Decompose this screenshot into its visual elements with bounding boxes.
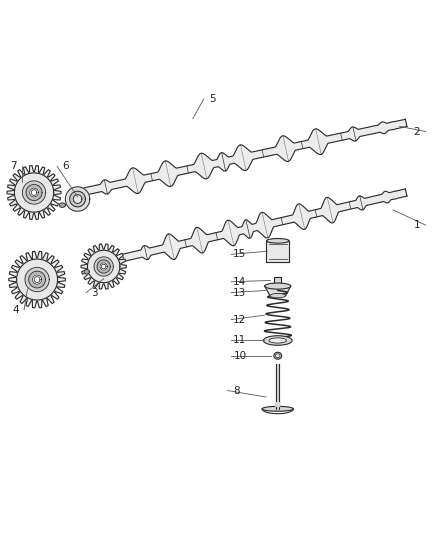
- Polygon shape: [88, 251, 120, 282]
- Polygon shape: [34, 277, 40, 282]
- Polygon shape: [7, 166, 61, 220]
- Polygon shape: [79, 119, 407, 196]
- Polygon shape: [29, 271, 46, 288]
- Text: 10: 10: [233, 351, 247, 361]
- Polygon shape: [81, 244, 126, 289]
- Text: 4: 4: [12, 305, 19, 315]
- Polygon shape: [274, 277, 281, 284]
- Ellipse shape: [270, 294, 286, 298]
- Ellipse shape: [263, 336, 292, 345]
- Polygon shape: [14, 173, 53, 212]
- Polygon shape: [276, 365, 279, 409]
- Polygon shape: [25, 268, 49, 292]
- Text: 8: 8: [233, 385, 240, 395]
- Text: 11: 11: [233, 335, 247, 345]
- Text: 5: 5: [209, 94, 216, 104]
- Ellipse shape: [274, 352, 282, 359]
- Text: 15: 15: [233, 249, 247, 260]
- Text: 6: 6: [63, 161, 69, 172]
- Ellipse shape: [265, 283, 291, 289]
- Polygon shape: [17, 259, 57, 300]
- Polygon shape: [73, 195, 82, 204]
- Text: 7: 7: [10, 161, 17, 172]
- Text: 13: 13: [233, 288, 247, 297]
- Polygon shape: [59, 203, 65, 207]
- Polygon shape: [65, 187, 90, 211]
- Polygon shape: [30, 188, 39, 197]
- Polygon shape: [9, 252, 65, 308]
- Polygon shape: [94, 257, 113, 276]
- Polygon shape: [70, 191, 85, 207]
- Text: 3: 3: [92, 288, 98, 297]
- Text: 2: 2: [414, 126, 420, 136]
- Polygon shape: [275, 403, 280, 406]
- Polygon shape: [97, 260, 110, 273]
- Polygon shape: [266, 241, 289, 262]
- Ellipse shape: [262, 406, 293, 411]
- Polygon shape: [84, 270, 89, 274]
- Polygon shape: [265, 286, 291, 296]
- Text: 14: 14: [233, 277, 247, 287]
- Text: 1: 1: [414, 220, 420, 230]
- Polygon shape: [22, 181, 46, 204]
- Polygon shape: [100, 263, 107, 270]
- Polygon shape: [101, 264, 106, 269]
- Ellipse shape: [276, 354, 280, 358]
- Polygon shape: [32, 275, 42, 284]
- Ellipse shape: [269, 338, 286, 343]
- Polygon shape: [26, 184, 42, 200]
- Polygon shape: [123, 189, 407, 261]
- Polygon shape: [31, 190, 37, 195]
- Text: 12: 12: [233, 314, 247, 325]
- Ellipse shape: [266, 239, 289, 243]
